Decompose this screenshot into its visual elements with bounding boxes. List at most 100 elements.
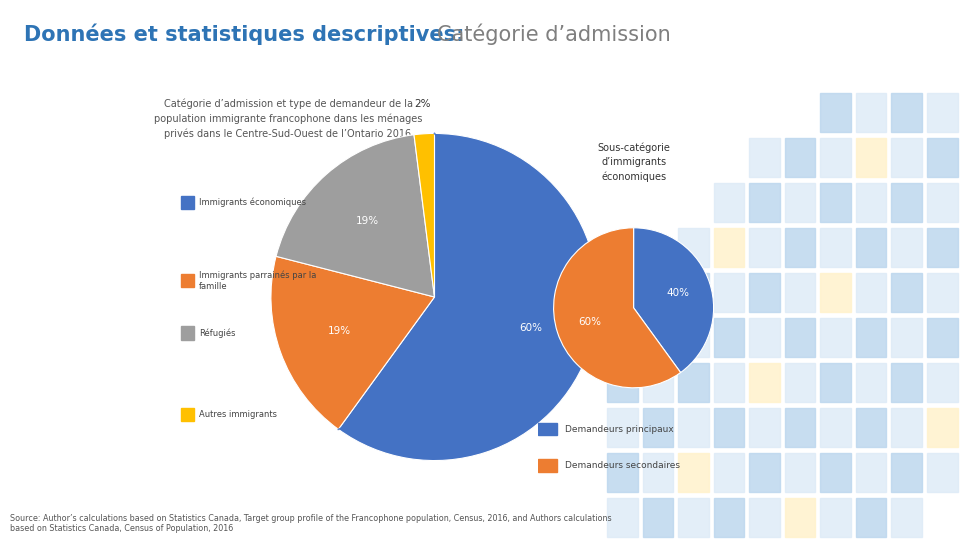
Bar bbox=[785, 138, 815, 177]
Bar bbox=[856, 273, 886, 312]
Bar bbox=[785, 318, 815, 357]
Text: 19%: 19% bbox=[327, 326, 350, 336]
Wedge shape bbox=[338, 133, 598, 461]
Bar bbox=[785, 228, 815, 267]
Bar bbox=[856, 318, 886, 357]
Bar bbox=[927, 183, 957, 222]
Bar bbox=[892, 318, 922, 357]
Bar bbox=[892, 453, 922, 492]
Bar bbox=[750, 453, 780, 492]
Bar bbox=[785, 363, 815, 402]
Bar bbox=[856, 228, 886, 267]
Bar bbox=[821, 273, 851, 312]
Bar bbox=[856, 138, 886, 177]
Bar bbox=[643, 408, 673, 447]
Bar bbox=[714, 228, 744, 267]
Bar bbox=[892, 498, 922, 537]
Bar bbox=[679, 408, 708, 447]
Bar bbox=[750, 183, 780, 222]
Bar bbox=[821, 138, 851, 177]
Bar bbox=[821, 498, 851, 537]
Bar bbox=[927, 138, 957, 177]
Bar bbox=[679, 273, 708, 312]
Bar bbox=[679, 228, 708, 267]
Bar bbox=[750, 138, 780, 177]
Bar bbox=[608, 453, 637, 492]
Text: Données et statistiques descriptives:: Données et statistiques descriptives: bbox=[24, 23, 465, 45]
Text: Sous-catégorie
d’immigrants
économiques: Sous-catégorie d’immigrants économiques bbox=[597, 143, 670, 181]
Bar bbox=[714, 183, 744, 222]
Text: Catégorie d’admission: Catégorie d’admission bbox=[437, 23, 670, 45]
Wedge shape bbox=[554, 228, 681, 388]
Bar bbox=[181, 274, 194, 287]
Text: Réfugiés: Réfugiés bbox=[199, 328, 235, 338]
Bar bbox=[892, 138, 922, 177]
Bar bbox=[679, 363, 708, 402]
Text: 2%: 2% bbox=[414, 99, 431, 110]
Bar bbox=[856, 363, 886, 402]
Bar bbox=[856, 408, 886, 447]
Bar bbox=[181, 195, 194, 208]
Bar bbox=[643, 498, 673, 537]
Bar bbox=[679, 453, 708, 492]
Wedge shape bbox=[271, 256, 435, 429]
Bar bbox=[785, 453, 815, 492]
Bar bbox=[679, 498, 708, 537]
Bar bbox=[181, 327, 194, 340]
Bar bbox=[750, 228, 780, 267]
Bar bbox=[538, 423, 557, 435]
Bar bbox=[856, 183, 886, 222]
Bar bbox=[785, 498, 815, 537]
Bar bbox=[856, 498, 886, 537]
Bar bbox=[608, 408, 637, 447]
Bar bbox=[714, 318, 744, 357]
Bar bbox=[750, 273, 780, 312]
Bar bbox=[643, 453, 673, 492]
Text: 60%: 60% bbox=[519, 323, 542, 333]
Wedge shape bbox=[414, 133, 435, 297]
Bar bbox=[892, 273, 922, 312]
Bar bbox=[821, 318, 851, 357]
Text: Demandeurs principaux: Demandeurs principaux bbox=[565, 424, 674, 434]
Bar bbox=[821, 93, 851, 132]
Bar bbox=[927, 273, 957, 312]
Bar bbox=[892, 93, 922, 132]
Bar bbox=[643, 273, 673, 312]
Bar bbox=[608, 498, 637, 537]
Text: Immigrants parrainés par la
famille: Immigrants parrainés par la famille bbox=[199, 271, 317, 291]
Bar bbox=[679, 318, 708, 357]
Bar bbox=[821, 363, 851, 402]
Bar bbox=[856, 93, 886, 132]
Bar bbox=[927, 453, 957, 492]
Bar bbox=[785, 273, 815, 312]
Text: Immigrants économiques: Immigrants économiques bbox=[199, 198, 306, 207]
Bar bbox=[608, 363, 637, 402]
Bar bbox=[927, 408, 957, 447]
Bar bbox=[785, 183, 815, 222]
Bar bbox=[714, 498, 744, 537]
Bar bbox=[714, 273, 744, 312]
Bar bbox=[892, 183, 922, 222]
Bar bbox=[927, 228, 957, 267]
Text: Source: Author’s calculations based on Statistics Canada, Target group profile o: Source: Author’s calculations based on S… bbox=[10, 514, 612, 533]
Bar bbox=[643, 363, 673, 402]
Bar bbox=[856, 453, 886, 492]
Bar bbox=[750, 408, 780, 447]
Bar bbox=[821, 228, 851, 267]
Wedge shape bbox=[276, 135, 435, 297]
Bar bbox=[643, 318, 673, 357]
Bar bbox=[714, 453, 744, 492]
Text: 40%: 40% bbox=[666, 288, 689, 299]
Bar bbox=[538, 460, 557, 471]
Bar bbox=[785, 408, 815, 447]
Bar bbox=[927, 318, 957, 357]
Bar bbox=[821, 408, 851, 447]
Text: Catégorie d’admission et type de demandeur de la
population immigrante francopho: Catégorie d’admission et type de demande… bbox=[154, 99, 422, 139]
Bar bbox=[927, 363, 957, 402]
Text: Demandeurs secondaires: Demandeurs secondaires bbox=[565, 461, 680, 470]
Bar bbox=[927, 93, 957, 132]
Bar bbox=[750, 363, 780, 402]
Text: Autres immigrants: Autres immigrants bbox=[199, 410, 277, 419]
Bar bbox=[892, 228, 922, 267]
Bar bbox=[750, 318, 780, 357]
